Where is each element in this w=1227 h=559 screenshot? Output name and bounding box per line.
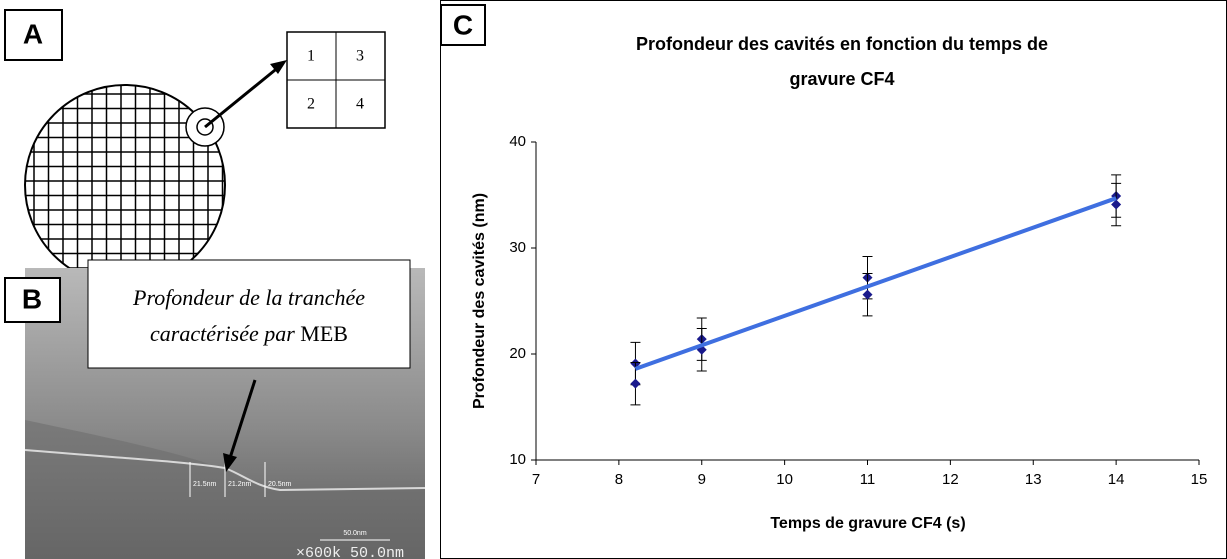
panel-c: C Profondeur des cavités en fonction du … xyxy=(440,0,1227,559)
chart-title: gravure CF4 xyxy=(789,69,894,89)
y-tick-label: 20 xyxy=(509,345,526,362)
callout-text: caractérisée par MEB xyxy=(150,321,348,346)
x-axis-label: Temps de gravure CF4 (s) xyxy=(770,515,965,532)
y-tick-label: 40 xyxy=(509,133,526,150)
arrow xyxy=(228,379,257,459)
sem-footer: ×600k 50.0nm xyxy=(296,545,404,559)
x-tick-label: 8 xyxy=(615,471,623,488)
callout-text: caractérisée par xyxy=(150,321,295,346)
x-tick-label: 15 xyxy=(1191,471,1208,488)
panel-label: C xyxy=(453,9,473,40)
cell-label: 2 xyxy=(307,96,315,113)
measure-label: 21.5nm xyxy=(193,481,217,488)
cell-label: 3 xyxy=(356,48,364,65)
arrow-head xyxy=(270,60,287,74)
data-point xyxy=(1111,199,1122,210)
callout-text: Profondeur de la tranchée xyxy=(132,285,365,310)
arrow xyxy=(204,64,281,129)
y-tick-label: 30 xyxy=(509,239,526,256)
x-tick-label: 14 xyxy=(1108,471,1125,488)
x-tick-label: 13 xyxy=(1025,471,1042,488)
x-tick-label: 7 xyxy=(532,471,540,488)
y-axis-label: Profondeur des cavités (nm) xyxy=(471,193,488,409)
x-tick-label: 9 xyxy=(698,471,706,488)
panel-b: 21.5nm 21.2nm 20.5nm 50.0nm ×600k 50.0nm… xyxy=(4,259,426,559)
x-tick-label: 12 xyxy=(942,471,959,488)
data-point xyxy=(630,378,641,389)
callout-box xyxy=(87,259,411,369)
panel-label-box xyxy=(4,9,63,61)
x-tick-label: 11 xyxy=(860,471,876,488)
cell-label: 4 xyxy=(356,96,364,113)
arrow-head xyxy=(223,453,237,472)
measure-label: 21.2nm xyxy=(228,481,252,488)
scale-label: 50.0nm xyxy=(343,530,367,537)
chart-title: Profondeur des cavités en fonction du te… xyxy=(636,34,1048,54)
panel-label: B xyxy=(22,283,42,314)
trend-line xyxy=(634,196,1117,371)
measure-label: 20.5nm xyxy=(268,481,292,488)
chart-frame xyxy=(440,0,1227,559)
panel-label-box xyxy=(440,4,486,46)
y-tick-label: 10 xyxy=(509,451,526,468)
panel-label: A xyxy=(23,18,43,49)
data-point xyxy=(862,289,873,300)
x-tick-label: 10 xyxy=(776,471,793,488)
callout-text: MEB xyxy=(300,321,348,346)
sem-edge xyxy=(24,449,426,492)
cell-label: 1 xyxy=(307,48,315,65)
panel-label-box xyxy=(4,277,61,323)
panel-a: 1 3 2 4 A xyxy=(4,9,386,286)
